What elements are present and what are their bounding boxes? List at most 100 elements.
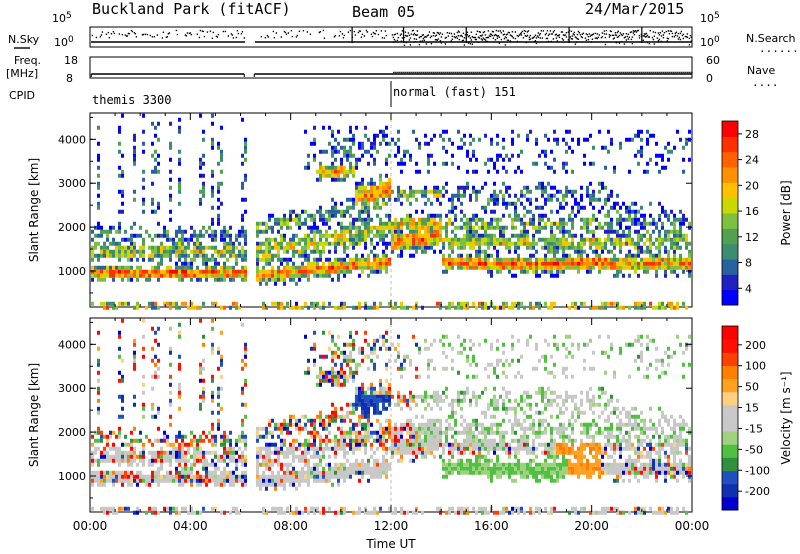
time-tick-label: 12:00 bbox=[374, 519, 409, 533]
velocity-colorbar-swatch bbox=[722, 457, 738, 472]
velocity-colorbar-tick-label: -15 bbox=[745, 422, 763, 435]
velocity-ytick-label: 1000 bbox=[58, 470, 86, 483]
nave-tick-top: 60 bbox=[706, 54, 720, 67]
nsearch-legend-dots: ....... bbox=[759, 42, 800, 55]
beam-title: Beam 05 bbox=[352, 3, 416, 21]
velocity-colorbar-tick-label: 200 bbox=[745, 339, 766, 352]
velocity-colorbar-tick-label: 100 bbox=[745, 360, 766, 373]
program-label-1: themis 3300 bbox=[92, 93, 171, 107]
velocity-colorbar-tick-label: 15 bbox=[745, 402, 759, 415]
power-colorbar-tick-label: 24 bbox=[745, 154, 759, 167]
velocity-colorbar-swatch bbox=[722, 391, 738, 406]
velocity-colorbar-swatch bbox=[722, 483, 738, 498]
freq-label: Freq. bbox=[14, 54, 41, 67]
freq-tick-top: 18 bbox=[64, 54, 78, 67]
axes-layer: N.Sky 105 100 105 100 N.Search....... Freq.[MH… bbox=[6, 11, 800, 551]
nave-trace bbox=[393, 71, 693, 74]
power-colorbar-swatch bbox=[722, 274, 738, 291]
power-colorbar-tick-label: 4 bbox=[745, 282, 752, 295]
velocity-colorbar-label: Velocity [m s⁻¹] bbox=[779, 371, 793, 464]
velocity-colorbar-swatch bbox=[722, 339, 738, 353]
nsearch-label: N.Search bbox=[746, 32, 796, 45]
nsky-tick-top: 105 bbox=[52, 11, 72, 25]
nsky-tick-bottom: 100 bbox=[54, 35, 74, 49]
power-ytick-label: 3000 bbox=[58, 177, 86, 190]
power-ytick-label: 4000 bbox=[58, 133, 86, 146]
power-ytick-label: 1000 bbox=[58, 265, 86, 278]
velocity-colorbar-tick-label: -100 bbox=[745, 464, 770, 477]
velocity-colorbar-tick-label: -50 bbox=[745, 443, 763, 456]
velocity-colorbar-swatch bbox=[722, 326, 738, 340]
power-colorbar-tick-label: 8 bbox=[745, 257, 752, 270]
nsky-spikes bbox=[351, 27, 643, 43]
power-colorbar-swatch bbox=[722, 213, 738, 229]
time-tick-label: 00:00 bbox=[675, 519, 710, 533]
power-colorbar-frame bbox=[721, 120, 739, 306]
power-colorbar-swatch bbox=[722, 182, 738, 199]
time-tick-label: 04:00 bbox=[173, 519, 208, 533]
freq-panel-frame bbox=[89, 56, 693, 79]
power-ylabel: Slant Range [km] bbox=[27, 158, 41, 262]
program-label-2: normal (fast) 151 bbox=[393, 85, 516, 99]
power-colorbar-swatch bbox=[722, 228, 738, 245]
power-colorbar-swatch bbox=[722, 259, 738, 275]
power-cells bbox=[91, 121, 691, 310]
freq-gap-ticks bbox=[90, 74, 255, 77]
velocity-colorbar-swatch bbox=[722, 418, 738, 432]
power-colorbar-swatch bbox=[722, 197, 738, 214]
power-cells bbox=[91, 137, 691, 310]
velocity-colorbar-swatch bbox=[722, 470, 738, 485]
time-axis-label: Time UT bbox=[365, 537, 416, 551]
velocity-cells bbox=[94, 326, 691, 515]
radar-title: Buckland Park (fitACF) bbox=[92, 0, 291, 18]
cpid-label: CPID bbox=[9, 89, 35, 102]
nsky-label: N.Sky bbox=[8, 33, 40, 46]
power-colorbar-label: Power [dB] bbox=[779, 180, 793, 245]
power-colorbar-swatch bbox=[722, 151, 738, 168]
power-ytick-label: 2000 bbox=[58, 221, 86, 234]
date-title: 24/Mar/2015 bbox=[585, 0, 685, 18]
velocity-ytick-label: 3000 bbox=[58, 382, 86, 395]
nsearch-tick-bottom: 100 bbox=[700, 35, 720, 49]
velocity-colorbar-swatch bbox=[722, 444, 738, 458]
time-tick-label: 00:00 bbox=[73, 519, 108, 533]
power-cells bbox=[118, 237, 598, 274]
power-colorbar-tick-label: 20 bbox=[745, 179, 759, 192]
power-cells bbox=[94, 125, 691, 310]
velocity-colorbar-swatch bbox=[722, 431, 738, 445]
velocity-ylabel: Slant Range [km] bbox=[27, 363, 41, 467]
velocity-heatmap bbox=[91, 318, 691, 515]
power-colorbar-swatch bbox=[722, 243, 738, 260]
nave-tick-bottom: 0 bbox=[706, 72, 713, 85]
power-colorbar-swatch bbox=[722, 289, 738, 306]
time-tick-label: 20:00 bbox=[574, 519, 609, 533]
velocity-colorbar-swatch bbox=[722, 365, 738, 380]
velocity-ytick-label: 4000 bbox=[58, 338, 86, 351]
velocity-cells bbox=[97, 326, 691, 515]
velocity-colorbar-swatch bbox=[722, 496, 738, 511]
velocity-colorbar-frame bbox=[721, 325, 739, 511]
power-heatmap bbox=[91, 113, 691, 310]
velocity-ytick-label: 2000 bbox=[58, 426, 86, 439]
freq-tick-bottom: 8 bbox=[66, 72, 73, 85]
velocity-colorbar-swatch bbox=[722, 404, 738, 419]
nave-label: Nave bbox=[747, 64, 775, 77]
velocity-colorbar-swatch bbox=[722, 378, 738, 393]
velocity-colorbar-tick-label: -200 bbox=[745, 485, 770, 498]
power-colorbar-tick-label: 28 bbox=[745, 128, 759, 141]
power-colorbar-swatch bbox=[722, 121, 738, 137]
panel-frames bbox=[89, 26, 693, 513]
time-tick-label: 08:00 bbox=[273, 519, 308, 533]
velocity-colorbar-swatch bbox=[722, 352, 738, 366]
nave-legend-dots: .... bbox=[752, 76, 779, 89]
nsearch-trace bbox=[91, 29, 693, 46]
power-colorbar-swatch bbox=[722, 167, 738, 183]
power-colorbar-tick-label: 16 bbox=[745, 205, 759, 218]
velocity-cells bbox=[91, 322, 691, 515]
nsearch-tick-top: 105 bbox=[700, 11, 720, 25]
time-tick-label: 16:00 bbox=[474, 519, 509, 533]
power-colorbar-tick-label: 12 bbox=[745, 231, 759, 244]
power-colorbar-swatch bbox=[722, 136, 738, 153]
velocity-colorbar-tick-label: 50 bbox=[745, 381, 759, 394]
